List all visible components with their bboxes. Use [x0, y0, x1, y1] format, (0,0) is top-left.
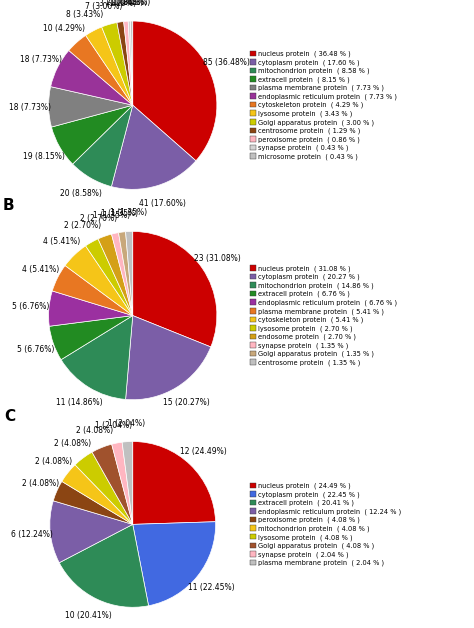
Text: 11 (14.86%): 11 (14.86%)	[55, 399, 102, 408]
Text: 1 (2.04%): 1 (2.04%)	[95, 421, 132, 430]
Wedge shape	[111, 232, 133, 315]
Text: 12 (24.49%): 12 (24.49%)	[180, 447, 227, 456]
Text: 2 (2.70%): 2 (2.70%)	[64, 222, 101, 230]
Text: 4 (5.41%): 4 (5.41%)	[43, 237, 80, 246]
Text: 19 (8.15%): 19 (8.15%)	[23, 151, 64, 161]
Wedge shape	[61, 315, 133, 399]
Text: 1 (0.43%): 1 (0.43%)	[113, 0, 150, 7]
Wedge shape	[126, 315, 211, 399]
Wedge shape	[62, 465, 133, 524]
Text: 2 (0.86%): 2 (0.86%)	[106, 0, 143, 8]
Legend: nucleus protein  ( 24.49 % ), cytoplasm protein  ( 22.45 % ), extracell protein : nucleus protein ( 24.49 % ), cytoplasm p…	[250, 482, 402, 566]
Wedge shape	[128, 21, 133, 106]
Text: 18 (7.73%): 18 (7.73%)	[20, 55, 62, 63]
Wedge shape	[48, 87, 133, 127]
Text: 1 (1.35%): 1 (1.35%)	[110, 208, 147, 217]
Wedge shape	[52, 266, 133, 315]
Wedge shape	[86, 239, 133, 315]
Text: A: A	[2, 0, 14, 3]
Wedge shape	[69, 35, 133, 106]
Text: 1 (1.35%): 1 (1.35%)	[101, 209, 138, 219]
Text: C: C	[4, 409, 15, 424]
Wedge shape	[86, 27, 133, 106]
Wedge shape	[75, 452, 133, 524]
Text: 20 (8.58%): 20 (8.58%)	[60, 190, 102, 198]
Text: 1 (0.43%): 1 (0.43%)	[110, 0, 147, 7]
Wedge shape	[133, 231, 217, 347]
Text: 8 (3.43%): 8 (3.43%)	[66, 10, 103, 19]
Text: 10 (20.41%): 10 (20.41%)	[65, 611, 112, 620]
Legend: nucleus protein  ( 31.08 % ), cytoplasm protein  ( 20.27 % ), mitochondrion prot: nucleus protein ( 31.08 % ), cytoplasm p…	[250, 265, 398, 366]
Text: 23 (31.08%): 23 (31.08%)	[194, 254, 241, 263]
Wedge shape	[133, 441, 216, 524]
Wedge shape	[65, 246, 133, 315]
Text: 18 (7.73%): 18 (7.73%)	[9, 103, 51, 112]
Wedge shape	[126, 231, 133, 315]
Text: 5 (6.76%): 5 (6.76%)	[12, 302, 49, 311]
Wedge shape	[48, 291, 133, 327]
Wedge shape	[112, 442, 133, 524]
Text: 1 (1.35%): 1 (1.35%)	[92, 211, 130, 220]
Wedge shape	[59, 524, 148, 607]
Text: 2 (4.08%): 2 (4.08%)	[76, 426, 113, 435]
Text: 1 (2.04%): 1 (2.04%)	[108, 419, 145, 428]
Text: 6 (12.24%): 6 (12.24%)	[11, 529, 53, 539]
Text: 41 (17.60%): 41 (17.60%)	[139, 199, 186, 208]
Wedge shape	[133, 522, 216, 606]
Text: 3 (1.29%): 3 (1.29%)	[99, 0, 136, 8]
Legend: nucleus protein  ( 36.48 % ), cytoplasm protein  ( 17.60 % ), mitochondrion prot: nucleus protein ( 36.48 % ), cytoplasm p…	[250, 50, 398, 160]
Text: 85 (36.48%): 85 (36.48%)	[203, 58, 250, 67]
Text: 2 (4.08%): 2 (4.08%)	[35, 457, 72, 466]
Wedge shape	[50, 501, 133, 563]
Text: 5 (6.76%): 5 (6.76%)	[17, 345, 55, 354]
Text: 15 (20.27%): 15 (20.27%)	[163, 399, 210, 408]
Wedge shape	[92, 444, 133, 524]
Wedge shape	[102, 23, 133, 106]
Wedge shape	[53, 482, 133, 524]
Wedge shape	[118, 232, 133, 315]
Text: 2 (2.70%): 2 (2.70%)	[80, 214, 117, 224]
Wedge shape	[117, 21, 133, 106]
Wedge shape	[98, 234, 133, 315]
Text: 2 (4.08%): 2 (4.08%)	[54, 439, 91, 448]
Wedge shape	[52, 106, 133, 164]
Wedge shape	[130, 21, 133, 106]
Text: 7 (3.00%): 7 (3.00%)	[85, 2, 123, 11]
Wedge shape	[111, 106, 196, 189]
Wedge shape	[73, 106, 133, 187]
Wedge shape	[124, 21, 133, 106]
Wedge shape	[49, 315, 133, 360]
Wedge shape	[122, 441, 133, 524]
Text: 2 (4.08%): 2 (4.08%)	[22, 479, 59, 488]
Wedge shape	[133, 21, 217, 161]
Text: 11 (22.45%): 11 (22.45%)	[189, 583, 235, 592]
Wedge shape	[51, 50, 133, 106]
Text: 4 (5.41%): 4 (5.41%)	[22, 265, 60, 274]
Text: B: B	[2, 198, 14, 214]
Text: 10 (4.29%): 10 (4.29%)	[44, 24, 85, 33]
